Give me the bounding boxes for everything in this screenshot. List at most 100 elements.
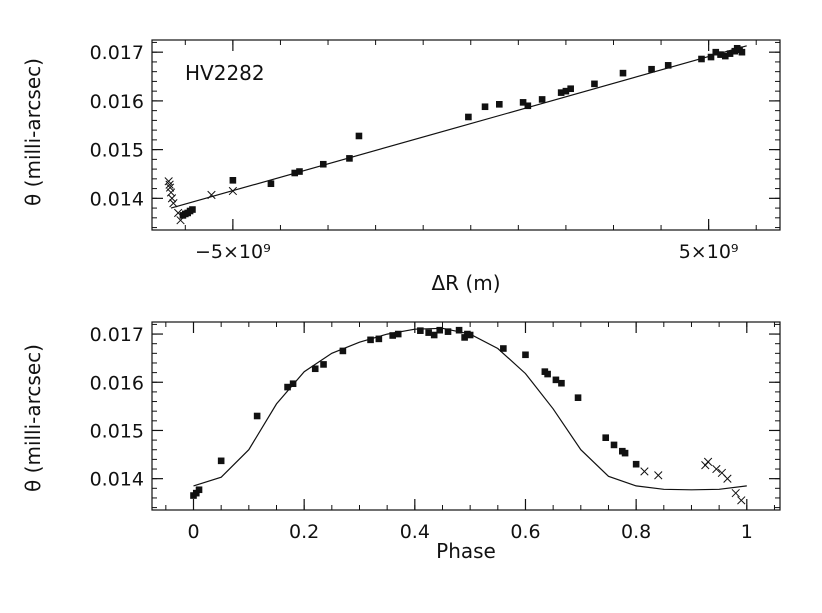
y-tick-label: 0.015 xyxy=(90,420,144,442)
square-data-point xyxy=(591,80,598,88)
x-tick-label: 0.2 xyxy=(289,521,319,543)
x-tick-label: 5×10⁹ xyxy=(679,241,739,263)
star-name-label: HV2282 xyxy=(185,61,265,85)
square-data-point xyxy=(558,379,565,387)
x-tick-label: 0.4 xyxy=(400,521,430,543)
square-data-point xyxy=(698,55,705,63)
square-data-point xyxy=(738,48,746,56)
square-data-point xyxy=(562,87,570,95)
square-data-point xyxy=(664,62,672,69)
square-data-point xyxy=(217,457,225,465)
cross-stroke xyxy=(176,216,185,225)
x-tick-label: −5×10⁹ xyxy=(195,241,271,263)
cross-stroke xyxy=(654,471,663,480)
panel-top-theta-vs-delta-r: HV2282 ΔR (m) θ (milli-arcsec) −5×10⁹ 5×1… xyxy=(21,39,781,295)
square-data-point xyxy=(648,65,655,73)
x-axis-label-phase: Phase xyxy=(436,539,496,563)
x-tick-label: 0 xyxy=(187,521,199,543)
square-data-point xyxy=(544,370,551,378)
y-tick-label: 0.016 xyxy=(90,372,144,394)
cross-data-point xyxy=(165,183,175,192)
square-data-point xyxy=(721,52,729,60)
square-data-point xyxy=(519,99,527,106)
cross-stroke xyxy=(207,190,216,200)
square-data-point xyxy=(610,441,618,449)
square-data-point xyxy=(524,102,532,110)
square-data-point xyxy=(466,331,474,339)
square-data-point xyxy=(481,103,489,111)
cross-stroke xyxy=(174,208,183,218)
square-data-point xyxy=(552,376,560,384)
cross-data-point xyxy=(169,199,178,208)
cross-data-point xyxy=(640,467,649,476)
y-axis-label-theta-top: θ (milli-arcsec) xyxy=(21,58,45,206)
square-data-point xyxy=(712,48,720,56)
cross-data-point xyxy=(737,496,746,505)
square-data-point xyxy=(726,50,734,57)
square-data-point xyxy=(319,160,327,168)
square-data-point xyxy=(430,331,438,339)
pulsation-model-curve xyxy=(193,327,747,491)
y-tick-label: 0.015 xyxy=(90,140,144,162)
square-data-point xyxy=(496,101,503,108)
cross-data-point xyxy=(712,464,721,474)
cross-stroke xyxy=(165,183,175,192)
square-data-point xyxy=(465,113,472,121)
cross-data-point xyxy=(723,474,732,483)
square-data-point xyxy=(619,69,627,77)
cross-stroke xyxy=(165,180,174,189)
y-axis-label-theta-bottom: θ (milli-arcsec) xyxy=(21,344,45,492)
square-data-point xyxy=(621,449,629,457)
square-data-point xyxy=(195,486,203,494)
square-data-point xyxy=(417,327,424,334)
square-data-point xyxy=(574,394,582,401)
cross-data-point xyxy=(167,194,177,203)
cross-data-point xyxy=(174,208,183,218)
square-data-point xyxy=(389,332,396,339)
square-data-point xyxy=(500,345,507,352)
square-data-point xyxy=(425,329,432,336)
square-data-point xyxy=(394,330,402,338)
cross-stroke xyxy=(723,474,732,483)
square-data-point xyxy=(311,365,319,373)
y-tick-label: 0.016 xyxy=(90,91,144,113)
cross-stroke xyxy=(703,457,713,466)
square-data-point xyxy=(284,383,291,391)
x-tick-label: 0.8 xyxy=(621,521,651,543)
panel-bottom-theta-vs-phase: Phase θ (milli-arcsec) 0 0.2 0.4 0.6 0.8 1 0.0… xyxy=(21,321,781,563)
square-data-point xyxy=(229,177,237,184)
square-data-point xyxy=(707,53,715,61)
square-data-point xyxy=(567,85,574,93)
cross-stroke xyxy=(169,199,178,208)
square-data-point xyxy=(189,206,196,213)
square-data-point xyxy=(717,51,724,58)
square-data-point xyxy=(444,328,452,335)
cross-data-point xyxy=(703,457,713,466)
cross-data-point xyxy=(207,190,216,200)
cross-stroke xyxy=(640,467,649,476)
cross-stroke xyxy=(167,194,177,203)
cross-stroke xyxy=(164,177,173,186)
cross-stroke xyxy=(712,464,721,474)
cross-stroke xyxy=(731,488,740,498)
y-tick-label: 0.014 xyxy=(90,188,144,210)
square-data-point xyxy=(436,326,444,334)
y-tick-label: 0.017 xyxy=(90,42,144,64)
cross-data-point xyxy=(228,186,238,196)
linear-fit-line xyxy=(170,45,747,209)
square-data-point xyxy=(522,351,529,359)
square-data-point xyxy=(320,361,327,368)
square-data-point xyxy=(375,335,383,343)
plot-frame-top xyxy=(151,39,781,231)
cross-data-point xyxy=(165,180,174,189)
y-tick-label: 0.014 xyxy=(90,469,144,491)
x-tick-label: 0.6 xyxy=(510,521,540,543)
square-data-point xyxy=(346,155,353,162)
square-data-point xyxy=(538,96,546,103)
x-axis-label-delta-r: ΔR (m) xyxy=(431,271,500,295)
square-data-point xyxy=(455,326,463,334)
square-data-point xyxy=(632,460,640,468)
square-data-point xyxy=(355,132,363,140)
cross-stroke xyxy=(228,186,238,196)
